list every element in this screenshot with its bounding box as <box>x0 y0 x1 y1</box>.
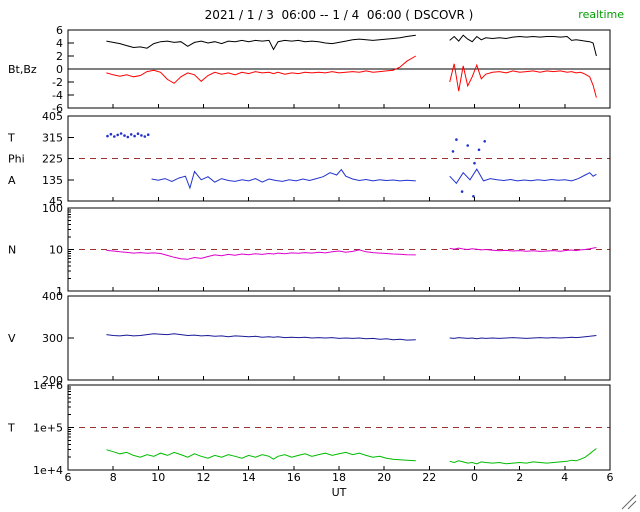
scatter-Phi-dots <box>106 134 109 138</box>
scatter-Phi-dots <box>119 132 123 135</box>
y-tick-label: 400 <box>42 290 63 303</box>
y-tick-label: 4 <box>56 37 63 50</box>
panel-2-label: A <box>8 174 16 187</box>
x-tick-label: 20 <box>377 471 391 484</box>
realtime-badge: realtime <box>578 8 624 21</box>
x-tick-label: 14 <box>242 471 256 484</box>
scatter-Phi-dots <box>455 138 458 141</box>
panel-4-label: V <box>8 332 16 345</box>
y-tick-label: 1 <box>56 285 63 298</box>
series-N <box>449 247 597 252</box>
scatter-Phi-dots <box>483 140 487 143</box>
scatter-Phi-dots <box>129 133 133 136</box>
y-tick-label: 300 <box>42 332 63 345</box>
y-tick-label: 1e+5 <box>33 422 63 435</box>
scatter-Phi-dots <box>473 161 476 165</box>
panel-2-label: Phi <box>8 153 25 166</box>
plot-title: 2021 / 1 / 3 06:00 -- 1 / 4 06:00 ( DSCO… <box>204 8 474 22</box>
y-tick-label: 200 <box>42 374 63 387</box>
scatter-Phi-dots <box>466 144 470 147</box>
y-tick-label: 0 <box>56 63 63 76</box>
y-tick-label: 2 <box>56 50 63 63</box>
scatter-Phi-dots <box>477 148 481 152</box>
y-tick-label: -4 <box>52 89 63 102</box>
scatter-Phi-dots <box>126 135 130 139</box>
x-tick-label: 6 <box>65 471 72 484</box>
x-axis-title: UT <box>332 486 347 499</box>
x-tick-label: 0 <box>471 471 478 484</box>
x-tick-label: 22 <box>422 471 436 484</box>
x-tick-label: 10 <box>151 471 165 484</box>
scatter-Phi-dots <box>116 133 119 137</box>
scatter-Phi-dots <box>133 134 136 138</box>
y-tick-label: 1e+6 <box>33 379 63 392</box>
scatter-Phi-dots <box>451 150 455 153</box>
x-tick-label: 6 <box>607 471 614 484</box>
y-tick-label: 100 <box>42 202 63 215</box>
x-tick-label: 16 <box>287 471 301 484</box>
scatter-Phi-dots <box>136 132 140 135</box>
series-Bt <box>449 34 597 57</box>
scatter-Phi-dots <box>472 195 475 198</box>
series-V <box>449 335 597 340</box>
scatter-Phi-dots <box>123 134 126 137</box>
panel-1-label: Bt,Bz <box>8 63 37 76</box>
y-tick-label: 1e+4 <box>33 464 63 477</box>
series-Phi <box>151 168 416 190</box>
panel-5-label: T <box>7 422 15 435</box>
panel-2-label: T <box>7 131 15 144</box>
scatter-Phi-dots <box>146 133 150 136</box>
series-Bz <box>106 55 417 84</box>
y-tick-label: 6 <box>56 24 63 37</box>
scatter-Phi-dots <box>143 135 147 138</box>
y-tick-label: 10 <box>49 244 63 257</box>
y-tick-label: 405 <box>42 110 63 123</box>
series-Bz <box>449 63 597 98</box>
series-Phi <box>449 168 597 185</box>
scatter-Phi-dots <box>113 135 116 138</box>
x-tick-label: 2 <box>516 471 523 484</box>
y-tick-label: 315 <box>42 131 63 144</box>
series-T <box>106 449 416 462</box>
resize-grip-icon[interactable] <box>618 494 638 510</box>
series-N <box>106 249 416 260</box>
x-tick-label: 8 <box>110 471 117 484</box>
y-tick-label: -2 <box>52 76 63 89</box>
y-tick-label: 135 <box>42 174 63 187</box>
panel-3-label: N <box>8 244 16 257</box>
x-tick-label: 18 <box>332 471 346 484</box>
x-tick-label: 12 <box>197 471 211 484</box>
scatter-Phi-dots <box>460 190 464 193</box>
series-V <box>106 333 416 341</box>
y-tick-label: 225 <box>42 153 63 166</box>
scatter-Phi-dots <box>140 134 143 137</box>
y-tick-label: 45 <box>49 195 63 208</box>
scatter-Phi-dots <box>109 132 113 136</box>
y-tick-label: -6 <box>52 102 63 115</box>
series-T <box>449 448 597 465</box>
x-tick-label: 4 <box>561 471 568 484</box>
series-Bt <box>106 34 416 51</box>
